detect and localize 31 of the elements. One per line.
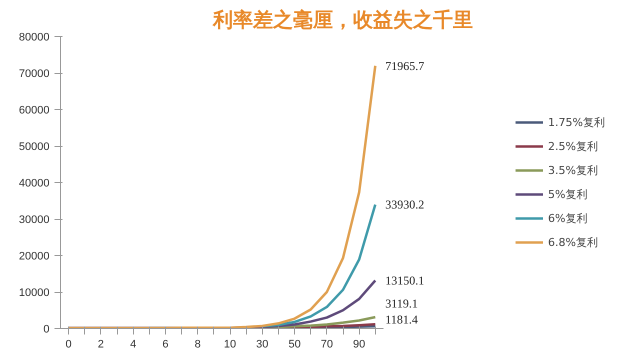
data-label: 1181.4	[385, 312, 418, 327]
y-tick-label: 10000	[18, 287, 50, 299]
y-tick-label: 50000	[18, 141, 50, 153]
y-tick-label: 60000	[18, 104, 50, 116]
legend-label: 1.75%复利	[548, 114, 605, 130]
x-tick-label: 8	[194, 338, 201, 350]
x-tick-label: 2	[98, 338, 104, 350]
x-tick-label: 10	[224, 338, 236, 350]
legend-label: 2.5%复利	[548, 138, 598, 154]
x-tick-label: 0	[66, 338, 72, 350]
data-label: 33930.2	[385, 198, 424, 212]
x-tick-label: 50	[288, 338, 301, 350]
chart-title: 利率差之毫厘，收益失之千里	[212, 8, 473, 32]
y-tick-label: 20000	[18, 250, 50, 262]
x-tick-label: 70	[320, 338, 333, 350]
y-tick-label: 80000	[18, 32, 50, 44]
x-tick-label: 90	[353, 338, 366, 350]
data-label: 3119.1	[385, 296, 418, 311]
legend-label: 6.8%复利	[548, 234, 598, 250]
x-tick-label: 30	[256, 338, 268, 350]
legend-label: 3.5%复利	[548, 162, 598, 178]
y-tick-label: 70000	[18, 68, 50, 80]
data-label: 71965.7	[385, 58, 424, 73]
data-label: 13150.1	[385, 274, 424, 288]
y-tick-label: 40000	[18, 178, 50, 190]
legend-label: 5%复利	[548, 186, 588, 202]
legend-label: 6%复利	[548, 210, 588, 226]
y-tick-label: 0	[43, 324, 50, 336]
x-tick-label: 4	[130, 338, 136, 350]
x-tick-label: 6	[162, 338, 168, 350]
y-tick-label: 30000	[18, 214, 50, 226]
